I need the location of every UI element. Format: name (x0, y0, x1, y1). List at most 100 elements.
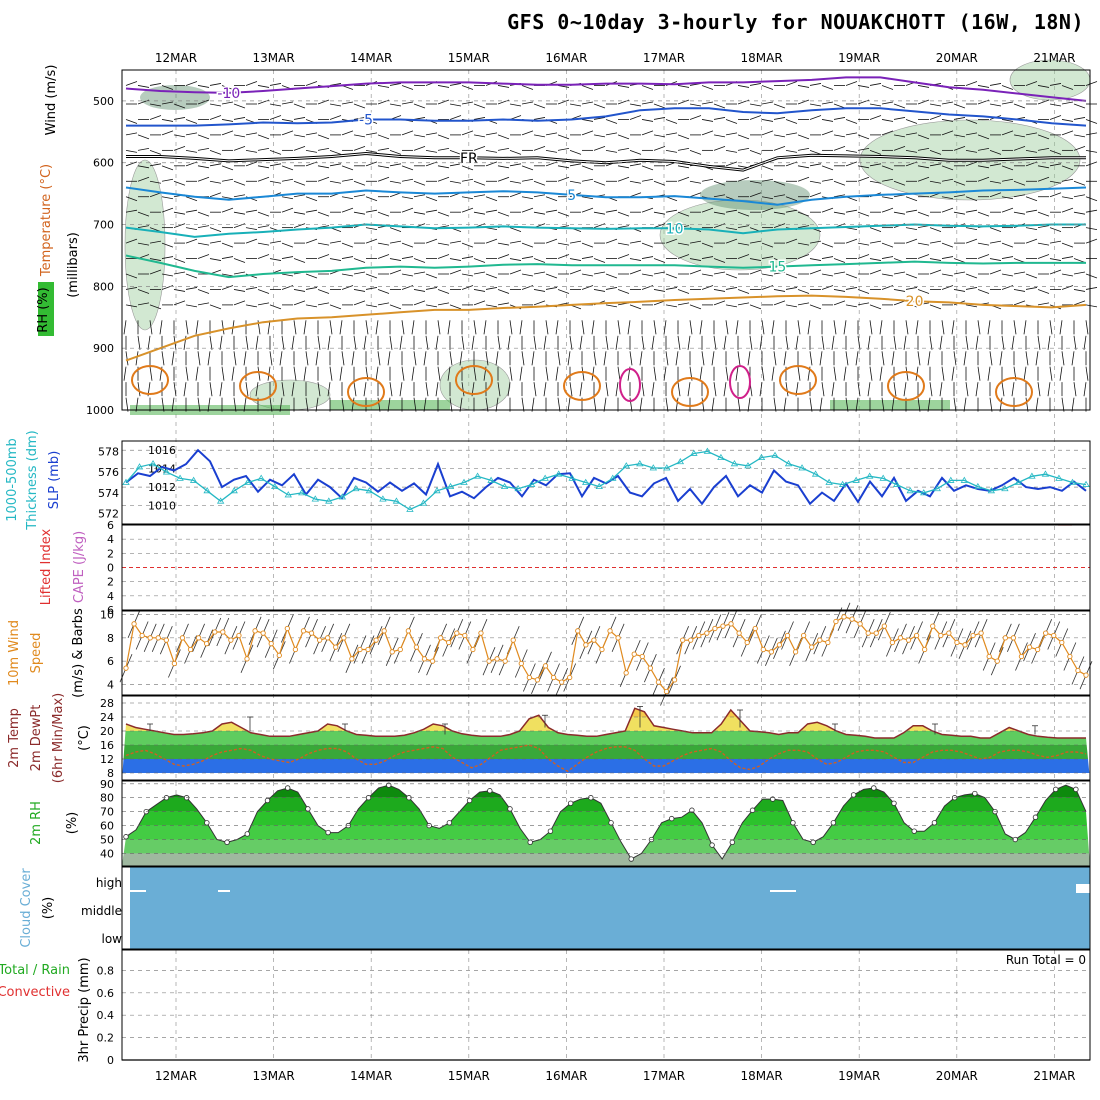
tick-label: 28 (100, 697, 114, 710)
wind-barb (989, 192, 1002, 198)
wind-barb (149, 304, 162, 310)
wind-barb (605, 132, 618, 136)
wind-barb (713, 134, 726, 138)
wind-barb (1025, 287, 1038, 290)
wind-barb (209, 192, 222, 198)
wind-barb (737, 397, 741, 412)
wind-barb (365, 273, 378, 279)
wind-barb (1025, 227, 1038, 231)
wind-barb (425, 335, 429, 350)
wind-barb (557, 211, 570, 217)
wind-barb (713, 382, 717, 397)
wind-barb (725, 132, 738, 136)
wind-barb (653, 320, 657, 335)
wind-barb (809, 269, 822, 275)
wind-barb (1085, 320, 1089, 335)
wind-barb (689, 149, 702, 155)
wind-barb (377, 211, 390, 217)
wind-barb (1023, 366, 1027, 381)
wind-barb (869, 149, 882, 155)
wind-barb (665, 287, 678, 290)
dewpt-line (125, 744, 1087, 773)
wind-barb (521, 196, 534, 200)
wind-barb (795, 335, 799, 350)
wind-barb (449, 304, 462, 310)
wind-barb (233, 117, 246, 120)
wind-barb (401, 320, 405, 335)
wind-speed-marker (800, 632, 807, 639)
ylabel-precip-total: Total / Rain (0, 963, 70, 978)
wind-barb (257, 302, 270, 306)
wind-barb (497, 211, 510, 217)
wind-barb (929, 149, 942, 155)
wind-barb (137, 302, 150, 306)
wind-barb (305, 209, 318, 213)
wind-barb (953, 271, 966, 275)
wind-barb (881, 273, 894, 277)
wind-barb (569, 180, 582, 184)
wind-speed-marker (889, 639, 896, 646)
thickness-marker (838, 480, 847, 487)
wind-barb (533, 258, 546, 263)
wind-barb (581, 366, 585, 381)
wind-barb (221, 85, 234, 90)
wind-barb (963, 397, 967, 412)
date-label-top: 15MAR (448, 51, 490, 65)
wind-barb (759, 382, 763, 397)
wind-speed-marker (405, 628, 412, 634)
wind-barb (521, 397, 525, 412)
wind-barb (905, 366, 909, 381)
wind-barb (281, 242, 294, 248)
rh-marker (850, 792, 857, 798)
wind-barb (413, 134, 426, 138)
wind-barb (989, 351, 993, 366)
wind-barb (401, 196, 414, 200)
wind-barb (1073, 180, 1086, 186)
ylabel-slp: SLP (mb) (47, 451, 62, 510)
wind-barb (881, 207, 894, 213)
wind-barb (545, 209, 558, 213)
wind-speed-marker (236, 632, 242, 639)
wind-barb (965, 161, 978, 167)
thickness-marker (771, 451, 779, 458)
wind-barb (941, 242, 954, 248)
thickness-marker (676, 457, 685, 465)
wind-barb (233, 258, 246, 263)
wind-barb (711, 397, 715, 412)
wind-barb (809, 149, 822, 155)
thickness-marker (1041, 470, 1050, 477)
thickness-marker (176, 474, 184, 481)
thickness-marker (230, 487, 238, 494)
wind-barb (281, 130, 294, 136)
wind-barb (1001, 242, 1014, 248)
wind-barb (737, 289, 750, 294)
wind-barb (315, 351, 319, 366)
wind-barb (881, 256, 894, 259)
wind-barb (365, 287, 378, 290)
wind-barb (555, 320, 559, 335)
tick-label: 80 (100, 792, 114, 805)
rh-marker (466, 797, 473, 804)
wind-barb (689, 192, 702, 198)
wind-barb (137, 85, 150, 88)
wind-barb (449, 397, 453, 412)
wind-barb (677, 176, 690, 182)
wind-barb (641, 335, 645, 350)
wind-barb (387, 397, 391, 412)
wind-barb (941, 101, 954, 105)
wind-barb (1025, 81, 1038, 86)
wind-speed-marker (631, 651, 637, 657)
wind-barb (677, 99, 690, 105)
wind-barb (365, 227, 378, 231)
wind-barb (269, 163, 282, 167)
wind-barb (233, 180, 246, 186)
wind-barb (905, 196, 918, 202)
wind-barb (761, 178, 774, 182)
wind-barb (159, 320, 163, 335)
wind-barb (233, 351, 237, 366)
wind-barb (845, 397, 849, 412)
wind-speed-marker (446, 639, 452, 646)
wind-barb (905, 273, 918, 279)
